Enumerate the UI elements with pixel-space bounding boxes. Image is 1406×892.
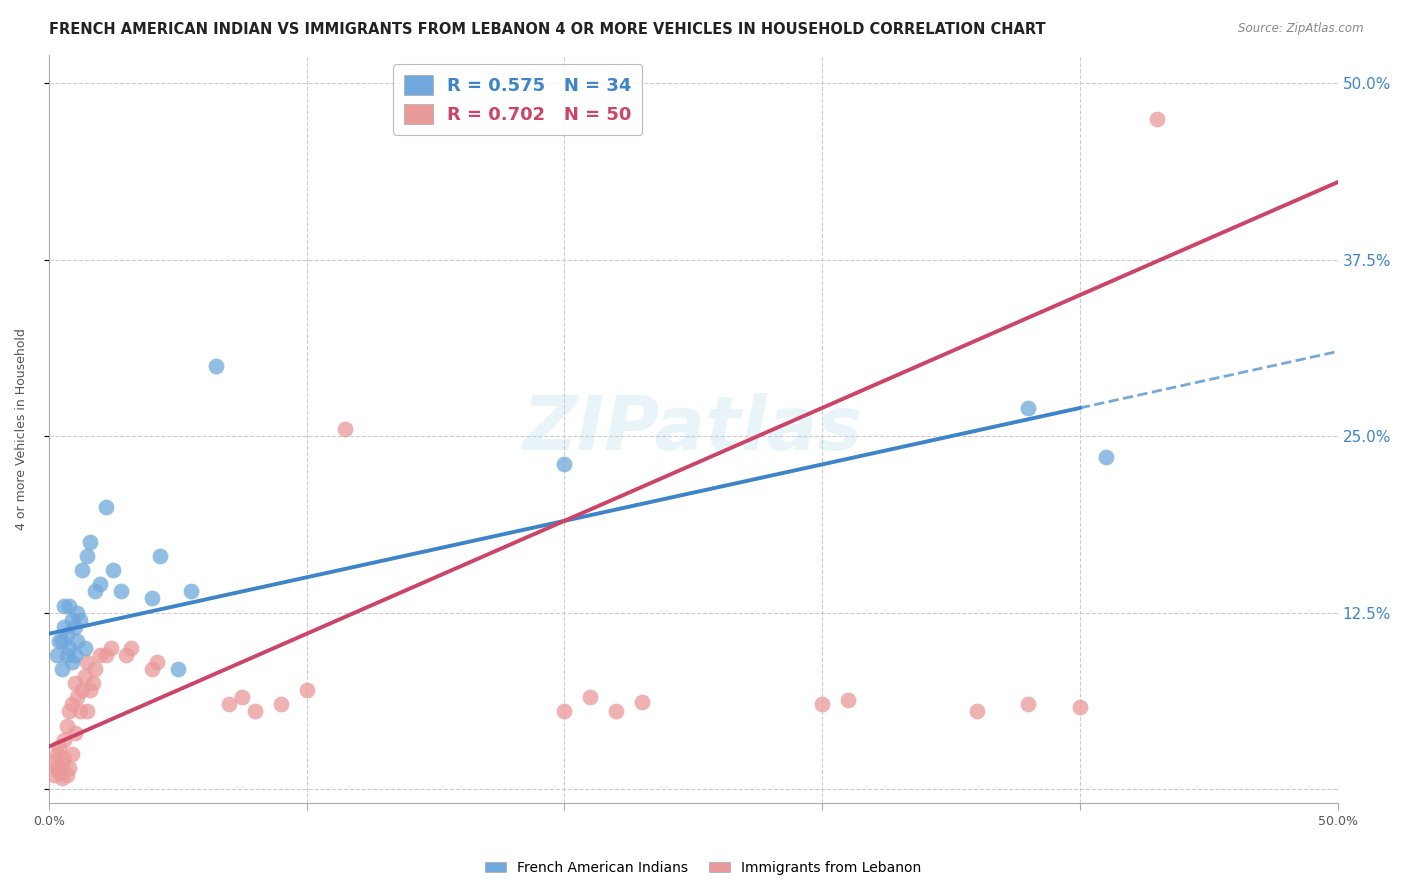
Point xyxy=(53,599,76,613)
Legend: French American Indians, Immigrants from Lebanon: French American Indians, Immigrants from… xyxy=(479,855,927,880)
Point xyxy=(553,458,575,472)
Point xyxy=(180,584,202,599)
Point xyxy=(73,640,96,655)
Point xyxy=(58,761,80,775)
Point xyxy=(58,640,80,655)
Point xyxy=(966,705,988,719)
Point xyxy=(605,705,627,719)
Point xyxy=(45,761,67,775)
Point xyxy=(45,648,67,662)
Text: FRENCH AMERICAN INDIAN VS IMMIGRANTS FROM LEBANON 4 OR MORE VEHICLES IN HOUSEHOL: FRENCH AMERICAN INDIAN VS IMMIGRANTS FRO… xyxy=(49,22,1046,37)
Point xyxy=(205,359,228,373)
Point xyxy=(60,698,83,712)
Point xyxy=(630,694,652,708)
Point xyxy=(51,662,73,676)
Point xyxy=(76,549,98,563)
Point xyxy=(79,683,101,698)
Point xyxy=(146,655,169,669)
Point xyxy=(270,698,292,712)
Point xyxy=(56,768,79,782)
Point xyxy=(84,662,107,676)
Text: Source: ZipAtlas.com: Source: ZipAtlas.com xyxy=(1239,22,1364,36)
Point xyxy=(1017,401,1039,415)
Point xyxy=(69,613,91,627)
Point xyxy=(45,747,67,761)
Point xyxy=(72,683,94,698)
Point xyxy=(166,662,188,676)
Point xyxy=(100,640,122,655)
Point xyxy=(73,669,96,683)
Y-axis label: 4 or more Vehicles in Household: 4 or more Vehicles in Household xyxy=(15,328,28,530)
Point xyxy=(69,705,91,719)
Point xyxy=(149,549,172,563)
Point xyxy=(63,725,86,739)
Point xyxy=(110,584,132,599)
Point xyxy=(63,620,86,634)
Point xyxy=(53,751,76,765)
Point xyxy=(141,662,163,676)
Point xyxy=(579,690,602,705)
Point xyxy=(42,754,65,768)
Point xyxy=(553,705,575,719)
Point xyxy=(60,655,83,669)
Point xyxy=(94,500,117,514)
Point xyxy=(1094,450,1116,465)
Point xyxy=(295,683,318,698)
Point xyxy=(89,648,111,662)
Point xyxy=(141,591,163,606)
Point xyxy=(76,705,98,719)
Point xyxy=(76,655,98,669)
Point xyxy=(53,732,76,747)
Point xyxy=(66,690,89,705)
Point xyxy=(335,422,357,436)
Point xyxy=(218,698,240,712)
Point xyxy=(56,648,79,662)
Point xyxy=(58,705,80,719)
Point xyxy=(82,676,104,690)
Point xyxy=(60,613,83,627)
Point xyxy=(89,577,111,591)
Point xyxy=(48,765,70,780)
Point xyxy=(1069,700,1091,714)
Point xyxy=(56,718,79,732)
Point xyxy=(66,633,89,648)
Point xyxy=(51,771,73,785)
Point xyxy=(1146,112,1168,126)
Point xyxy=(115,648,138,662)
Point xyxy=(51,756,73,771)
Point xyxy=(63,648,86,662)
Text: ZIPatlas: ZIPatlas xyxy=(523,392,863,466)
Point xyxy=(120,640,142,655)
Point xyxy=(72,563,94,577)
Point xyxy=(94,648,117,662)
Point xyxy=(837,693,859,707)
Point xyxy=(48,633,70,648)
Point xyxy=(51,633,73,648)
Point xyxy=(811,698,834,712)
Point xyxy=(53,620,76,634)
Point xyxy=(66,606,89,620)
Point xyxy=(79,535,101,549)
Point xyxy=(42,768,65,782)
Point xyxy=(243,705,266,719)
Point xyxy=(84,584,107,599)
Point xyxy=(63,676,86,690)
Point xyxy=(1017,698,1039,712)
Point xyxy=(103,563,125,577)
Point xyxy=(48,739,70,754)
Point xyxy=(231,690,253,705)
Point xyxy=(58,599,80,613)
Legend: R = 0.575   N = 34, R = 0.702   N = 50: R = 0.575 N = 34, R = 0.702 N = 50 xyxy=(392,64,643,135)
Point xyxy=(60,747,83,761)
Point xyxy=(56,627,79,641)
